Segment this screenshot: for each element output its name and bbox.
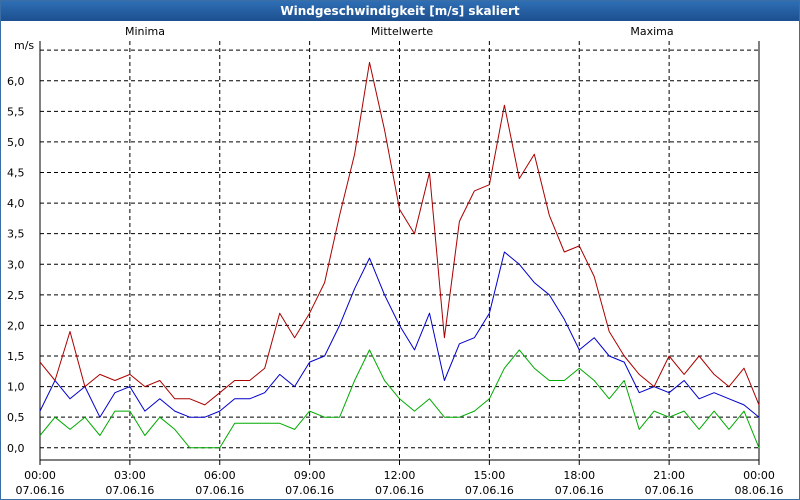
y-tick-label: 1,0 xyxy=(7,381,25,394)
x-tick-time: 09:00 xyxy=(294,469,326,482)
x-tick-date: 07.06.16 xyxy=(465,484,514,497)
y-axis-unit-label: m/s xyxy=(14,39,34,52)
y-tick-label: 5,0 xyxy=(7,136,25,149)
x-tick-time: 12:00 xyxy=(384,469,416,482)
y-tick-label: 4,0 xyxy=(7,197,25,210)
y-tick-label: 1,5 xyxy=(7,350,25,363)
grid xyxy=(40,41,759,460)
y-tick-label: 6,0 xyxy=(7,75,25,88)
axes: 0,0 0,5 1,0 1,5 2,0 2,5 3,0 3,5 4,0 4,5 5,0 5,5 6,0 0… xyxy=(7,41,783,497)
legend-mittelwerte: Mittelwerte xyxy=(371,25,434,38)
legend-maxima: Maxima xyxy=(630,25,673,38)
y-tick-label: 5,5 xyxy=(7,105,25,118)
x-tick-date: 07.06.16 xyxy=(375,484,424,497)
y-tick-label: 4,5 xyxy=(7,167,25,180)
y-tick-label: 2,5 xyxy=(7,289,25,302)
x-tick-date: 07.06.16 xyxy=(195,484,244,497)
y-tick-label: 3,5 xyxy=(7,228,25,241)
x-tick-date: 07.06.16 xyxy=(555,484,604,497)
series-minima-line xyxy=(39,349,760,449)
x-tick-time: 06:00 xyxy=(204,469,236,482)
legend-minima: Minima xyxy=(125,25,165,38)
x-tick-date: 07.06.16 xyxy=(645,484,694,497)
legend: Minima Mittelwerte Maxima xyxy=(125,25,674,38)
y-tick-label: 0,5 xyxy=(7,411,25,424)
x-tick-time: 21:00 xyxy=(653,469,685,482)
y-tick-label: 0,0 xyxy=(7,442,25,455)
series-lines xyxy=(39,61,760,449)
y-tick-label: 2,0 xyxy=(7,319,25,332)
x-tick-time: 15:00 xyxy=(474,469,506,482)
x-tick-time: 03:00 xyxy=(114,469,146,482)
series-mittelwerte-line xyxy=(39,251,760,418)
x-tick-date: 07.06.16 xyxy=(16,484,65,497)
x-tick-date: 08.06.16 xyxy=(735,484,784,497)
y-tick-label: 3,0 xyxy=(7,258,25,271)
x-tick-date: 07.06.16 xyxy=(285,484,334,497)
series-maxima-line xyxy=(39,61,760,406)
x-tick-date: 07.06.16 xyxy=(105,484,154,497)
x-tick-time: 00:00 xyxy=(743,469,775,482)
x-tick-time: 18:00 xyxy=(563,469,595,482)
x-tick-time: 00:00 xyxy=(24,469,56,482)
window-title: Windgeschwindigkeit [m/s] skaliert xyxy=(1,1,799,21)
